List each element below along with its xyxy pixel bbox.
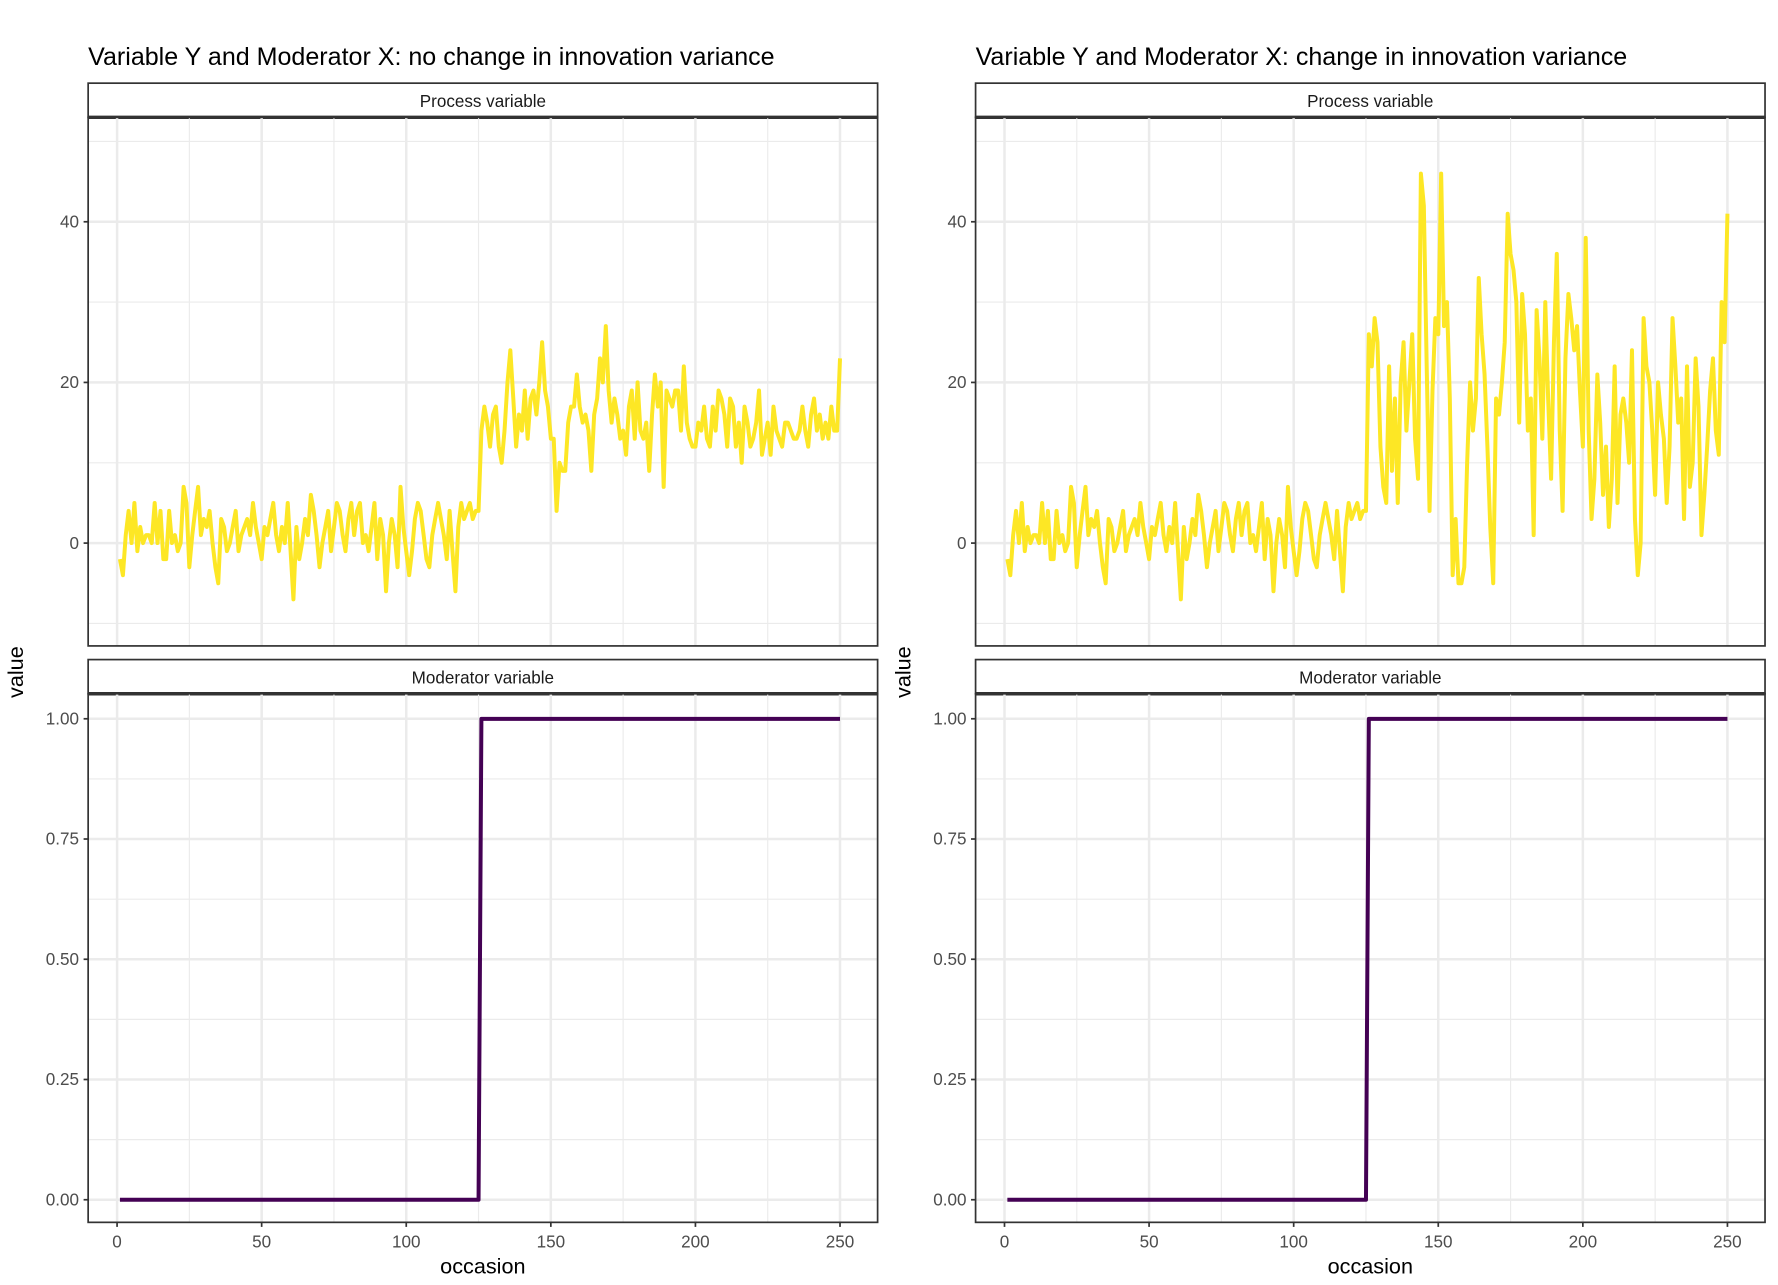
- y-tick-label: 40: [60, 212, 79, 231]
- panel-border: [974, 692, 1766, 1224]
- panel-border: [87, 692, 879, 1224]
- x-tick-label: 150: [537, 1232, 565, 1251]
- facet-strip: [974, 658, 1766, 695]
- x-tick-label: 0: [112, 1232, 122, 1251]
- strip-label: Moderator variable: [1299, 669, 1441, 688]
- x-tick-label: 100: [392, 1232, 421, 1251]
- x-tick-label: 250: [1713, 1232, 1742, 1251]
- facet-moderator: Moderator variable 0.00 0.25 0.50 0.75 1.00: [46, 658, 879, 1224]
- y-tick-label: 0.75: [933, 830, 966, 849]
- y-tick-label: 1.00: [933, 709, 966, 728]
- chart-title: Variable Y and Moderator X: no change in…: [88, 43, 774, 71]
- y-tick-label: 0: [957, 534, 967, 553]
- facet-strip: [87, 82, 879, 119]
- strip-label: Moderator variable: [412, 669, 554, 688]
- y-tick-label: 0.50: [933, 950, 966, 969]
- chart-title: Variable Y and Moderator X: change in in…: [976, 43, 1628, 71]
- x-tick-label: 200: [681, 1232, 710, 1251]
- x-tick-label: 250: [826, 1232, 855, 1251]
- y-tick-label: 40: [947, 212, 966, 231]
- y-tick-label: 0.00: [933, 1190, 966, 1209]
- chart-2: Variable Y and Moderator X: change in in…: [891, 43, 1766, 1279]
- x-axis-label: occasion: [1328, 1254, 1413, 1279]
- y-tick-label: 0.00: [46, 1190, 79, 1209]
- y-tick-label: 0.25: [46, 1070, 79, 1089]
- moderator-series-line: [1007, 716, 1728, 1202]
- x-tick-label: 0: [1000, 1232, 1010, 1251]
- y-tick-label: 0.75: [46, 830, 79, 849]
- y-axis-label: value: [891, 646, 916, 698]
- y-axis-label: value: [3, 646, 28, 698]
- y-tick-label: 0.50: [46, 950, 79, 969]
- process-series-line: [117, 324, 843, 602]
- facet-moderator: Moderator variable 0.00 0.25 0.50 0.75 1.00: [933, 658, 1766, 1224]
- facet-process: Process variable 0 20 40: [947, 82, 1766, 647]
- process-series-line: [1005, 171, 1730, 602]
- x-tick-label: 50: [252, 1232, 271, 1251]
- moderator-series-line: [119, 716, 841, 1202]
- y-tick-label: 20: [947, 373, 966, 392]
- x-tick-label: 100: [1279, 1232, 1308, 1251]
- facet-process: Process variable 0 20 40: [60, 82, 879, 647]
- strip-label: Process variable: [420, 92, 546, 111]
- chart-1: Variable Y and Moderator X: no change in…: [3, 43, 879, 1279]
- x-tick-label: 150: [1424, 1232, 1453, 1251]
- y-tick-label: 0: [70, 534, 80, 553]
- strip-label: Process variable: [1307, 92, 1433, 111]
- x-tick-label: 200: [1569, 1232, 1598, 1251]
- y-tick-label: 0.25: [933, 1070, 966, 1089]
- x-tick-label: 50: [1140, 1232, 1159, 1251]
- y-tick-label: 1.00: [46, 709, 79, 728]
- x-axis-label: occasion: [440, 1254, 525, 1279]
- facet-strip: [87, 658, 879, 695]
- y-tick-label: 20: [60, 373, 79, 392]
- facet-strip: [974, 82, 1766, 119]
